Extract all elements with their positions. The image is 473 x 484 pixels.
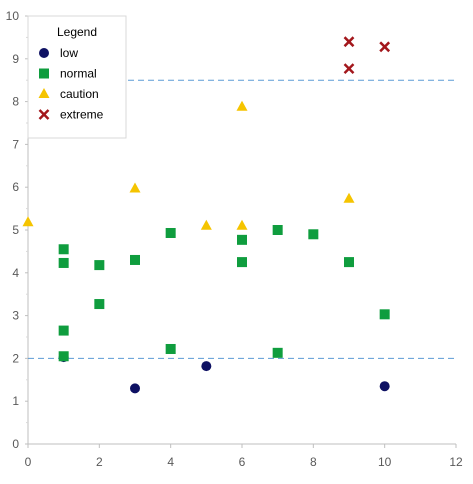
- series-normal: [58, 225, 390, 362]
- point-caution: [22, 216, 34, 227]
- point-normal: [130, 254, 140, 265]
- x-tick-label: 8: [310, 455, 317, 469]
- y-tick-label: 7: [12, 137, 19, 151]
- point-normal: [308, 229, 319, 240]
- x-tick-label: 6: [239, 455, 246, 469]
- point-extreme-stroke: [379, 41, 391, 53]
- legend-marker-extreme: [38, 109, 50, 120]
- x-tick-label: 0: [25, 455, 32, 469]
- legend-label-extreme: extreme: [60, 108, 104, 122]
- point-normal: [94, 260, 105, 271]
- legend: Legend low normal caution extreme: [27, 15, 127, 139]
- y-tick-label: 0: [12, 437, 19, 451]
- series-extreme: [343, 36, 391, 75]
- y-tick-label: 2: [12, 351, 19, 365]
- point-caution: [129, 182, 141, 193]
- y-tick-label: 1: [12, 394, 19, 408]
- series-caution: [22, 100, 355, 230]
- y-tick-label: 4: [12, 266, 19, 280]
- legend-label-caution: caution: [60, 87, 99, 101]
- point-caution: [236, 219, 248, 230]
- legend-marker-caution: [38, 88, 50, 98]
- point-caution: [200, 219, 212, 230]
- legend-marker-extreme-stroke: [38, 109, 50, 120]
- x-tick-label: 12: [449, 455, 463, 469]
- point-caution: [343, 192, 355, 203]
- point-low: [379, 381, 390, 392]
- point-normal: [272, 225, 283, 235]
- legend-title: Legend: [57, 25, 97, 39]
- legend-label-low: low: [60, 46, 78, 60]
- point-extreme: [379, 41, 391, 53]
- y-tick-label: 6: [12, 180, 19, 194]
- x-tick-label: 4: [167, 455, 174, 469]
- point-extreme-stroke: [343, 36, 355, 48]
- point-extreme: [343, 63, 355, 75]
- point-normal: [379, 309, 390, 320]
- point-normal: [58, 244, 69, 255]
- legend-label-normal: normal: [60, 67, 97, 81]
- point-normal: [237, 257, 247, 268]
- y-tick-label: 3: [12, 309, 19, 323]
- point-extreme: [343, 36, 355, 48]
- point-normal: [165, 343, 176, 354]
- x-tick-label: 2: [96, 455, 103, 469]
- point-normal: [272, 347, 283, 358]
- point-normal: [344, 257, 354, 268]
- point-normal: [165, 227, 176, 238]
- point-normal: [58, 325, 69, 336]
- point-low: [130, 383, 140, 394]
- data-points: [22, 36, 391, 394]
- point-low: [201, 361, 212, 372]
- legend-marker-normal: [39, 68, 49, 79]
- y-tick-label: 10: [6, 9, 20, 23]
- y-tick-label: 9: [12, 52, 19, 66]
- point-normal: [237, 234, 247, 245]
- x-tick-label: 10: [378, 455, 392, 469]
- point-normal: [58, 351, 69, 362]
- point-normal: [94, 299, 105, 310]
- point-normal: [58, 257, 69, 268]
- point-extreme-stroke: [343, 63, 355, 75]
- point-caution: [236, 100, 248, 111]
- legend-marker-low: [39, 48, 49, 58]
- y-tick-label: 5: [12, 223, 19, 237]
- y-tick-label: 8: [12, 95, 19, 109]
